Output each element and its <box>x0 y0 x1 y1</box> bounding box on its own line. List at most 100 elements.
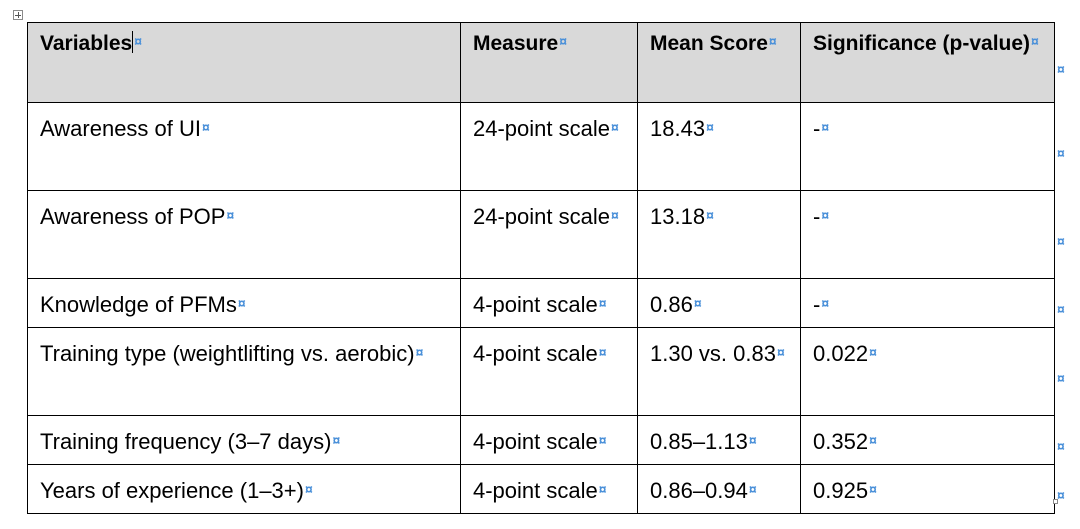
table-move-handle-icon[interactable] <box>13 10 23 20</box>
table-cell-mean-score[interactable]: 0.86¤ <box>637 278 801 328</box>
cell-text-significance: 0.925 <box>813 478 869 503</box>
cell-end-mark: ¤ <box>237 295 246 311</box>
table-cell-variable[interactable]: Years of experience (1–3+)¤ <box>27 464 461 514</box>
cell-end-mark: ¤ <box>598 344 607 360</box>
cell-end-mark: ¤ <box>304 481 313 497</box>
cell-end-mark: ¤ <box>776 344 785 360</box>
table-cell-variable[interactable]: Training type (weightlifting vs. aerobic… <box>27 327 461 416</box>
cell-text-measure: 4-point scale <box>473 478 598 503</box>
cell-end-mark: ¤ <box>598 481 607 497</box>
table-cell-measure[interactable]: 4-point scale¤ <box>460 327 638 416</box>
table-header-row: Variables ¤ Measure¤ Mean Score¤ Signific… <box>27 22 1055 103</box>
table-cell-mean-score[interactable]: 0.85–1.13¤ <box>637 415 801 465</box>
header-cell-variables[interactable]: Variables ¤ <box>27 22 461 103</box>
cell-text-mean-score: 0.86–0.94 <box>650 478 748 503</box>
cell-text-significance: 0.352 <box>813 429 869 454</box>
cell-end-mark: ¤ <box>693 295 702 311</box>
table-cell-mean-score[interactable]: 0.86–0.94¤ <box>637 464 801 514</box>
table-cell-variable[interactable]: Awareness of POP¤ <box>27 190 461 279</box>
table-cell-significance[interactable]: 0.022¤ <box>800 327 1055 416</box>
row-end-mark: ¤ <box>1057 60 1065 77</box>
table-cell-variable[interactable]: Training frequency (3–7 days)¤ <box>27 415 461 465</box>
cell-text-significance: - <box>813 204 821 229</box>
cell-text-mean-score: 13.18 <box>650 204 706 229</box>
table-cell-mean-score[interactable]: 1.30 vs. 0.83¤ <box>637 327 801 416</box>
cell-end-mark: ¤ <box>332 432 341 448</box>
cell-end-mark: ¤ <box>706 119 714 135</box>
row-end-mark: ¤ <box>1057 438 1065 454</box>
header-label-significance: Significance (p-value) <box>813 32 1031 55</box>
row-end-mark: ¤ <box>1057 232 1065 249</box>
data-table: Variables ¤ Measure¤ Mean Score¤ Signific… <box>27 22 1055 514</box>
cell-end-mark: ¤ <box>821 295 830 311</box>
cell-end-mark: ¤ <box>598 432 607 448</box>
table-cell-variable[interactable]: Awareness of UI¤ <box>27 102 461 191</box>
cell-end-mark: ¤ <box>1031 33 1039 49</box>
table-cell-mean-score[interactable]: 13.18¤ <box>637 190 801 279</box>
header-cell-mean-score[interactable]: Mean Score¤ <box>637 22 801 103</box>
cell-text-significance: - <box>813 116 821 141</box>
table-cell-mean-score[interactable]: 18.43¤ <box>637 102 801 191</box>
cell-text-variable: Awareness of POP <box>40 204 226 229</box>
cell-text-variable: Knowledge of PFMs <box>40 292 237 317</box>
cell-text-variable: Training frequency (3–7 days) <box>40 429 332 454</box>
table-cell-measure[interactable]: 4-point scale¤ <box>460 464 638 514</box>
table-row: Knowledge of PFMs¤ 4-point scale¤ 0.86¤ -¤ <box>27 278 1055 328</box>
cell-end-mark: ¤ <box>869 344 877 360</box>
table-cell-variable[interactable]: Knowledge of PFMs¤ <box>27 278 461 328</box>
cell-text-measure: 4-point scale <box>473 341 598 366</box>
table-cell-significance[interactable]: -¤ <box>800 190 1055 279</box>
cell-text-mean-score: 0.85–1.13 <box>650 429 748 454</box>
cell-end-mark: ¤ <box>768 33 777 49</box>
row-end-mark: ¤ <box>1057 487 1065 503</box>
cell-text-mean-score: 18.43 <box>650 116 706 141</box>
text-cursor <box>132 31 134 53</box>
table-row: Years of experience (1–3+)¤ 4-point scale… <box>27 464 1055 514</box>
cell-end-mark: ¤ <box>202 119 210 135</box>
row-end-mark: ¤ <box>1057 369 1065 386</box>
table-cell-measure[interactable]: 4-point scale¤ <box>460 415 638 465</box>
cell-end-mark: ¤ <box>226 207 235 223</box>
table-row: Training type (weightlifting vs. aerobic… <box>27 327 1055 416</box>
header-cell-measure[interactable]: Measure¤ <box>460 22 638 103</box>
cell-text-measure: 4-point scale <box>473 292 598 317</box>
cell-end-mark: ¤ <box>869 432 877 448</box>
table-cell-significance[interactable]: -¤ <box>800 278 1055 328</box>
row-end-mark: ¤ <box>1057 301 1065 317</box>
cell-end-mark: ¤ <box>598 295 607 311</box>
cell-text-significance: 0.022 <box>813 341 869 366</box>
cell-text-measure: 4-point scale <box>473 429 598 454</box>
cell-end-mark: ¤ <box>821 207 830 223</box>
table-row: Awareness of POP¤ 24-point scale¤ 13.18¤ -¤ <box>27 190 1055 279</box>
cell-end-mark: ¤ <box>706 207 714 223</box>
cell-text-mean-score: 0.86 <box>650 292 693 317</box>
cell-end-mark: ¤ <box>869 481 877 497</box>
header-label-mean-score: Mean Score <box>650 32 768 55</box>
header-label-variables: Variables <box>40 32 133 55</box>
cell-end-mark: ¤ <box>748 432 757 448</box>
table-resize-handle-icon[interactable] <box>1053 499 1058 504</box>
header-label-measure: Measure <box>473 32 559 55</box>
cell-text-measure: 24-point scale <box>473 204 610 229</box>
cell-end-mark: ¤ <box>821 119 830 135</box>
table-cell-measure[interactable]: 24-point scale¤ <box>460 102 638 191</box>
cell-end-mark: ¤ <box>610 207 619 223</box>
cell-text-significance: - <box>813 292 821 317</box>
table-row: Awareness of UI¤ 24-point scale¤ 18.43¤ -¤ <box>27 102 1055 191</box>
cell-end-mark: ¤ <box>415 344 424 360</box>
table-cell-measure[interactable]: 4-point scale¤ <box>460 278 638 328</box>
cell-text-variable: Years of experience (1–3+) <box>40 478 304 503</box>
header-cell-significance[interactable]: Significance (p-value)¤ <box>800 22 1055 103</box>
cell-text-variable: Awareness of UI <box>40 116 202 141</box>
table-row: Training frequency (3–7 days)¤ 4-point sc… <box>27 415 1055 465</box>
cell-text-mean-score: 1.30 vs. 0.83 <box>650 341 776 366</box>
row-end-mark: ¤ <box>1057 144 1065 161</box>
cell-end-mark: ¤ <box>134 33 143 49</box>
cell-end-mark: ¤ <box>610 119 619 135</box>
table-cell-significance[interactable]: 0.352¤ <box>800 415 1055 465</box>
table-cell-significance[interactable]: -¤ <box>800 102 1055 191</box>
cell-end-mark: ¤ <box>748 481 757 497</box>
table-cell-significance[interactable]: 0.925¤ <box>800 464 1055 514</box>
table-cell-measure[interactable]: 24-point scale¤ <box>460 190 638 279</box>
cell-text-variable: Training type (weightlifting vs. aerobic… <box>40 341 415 366</box>
